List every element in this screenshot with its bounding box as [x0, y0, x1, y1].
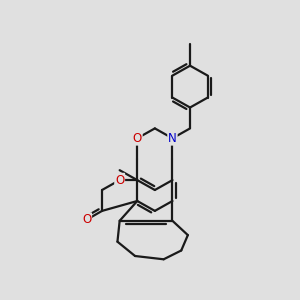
- Text: O: O: [115, 174, 124, 187]
- Text: O: O: [133, 132, 142, 145]
- Text: O: O: [82, 213, 91, 226]
- Text: N: N: [168, 132, 177, 145]
